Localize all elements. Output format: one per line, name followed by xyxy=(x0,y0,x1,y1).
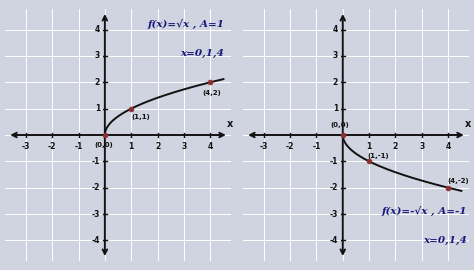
Text: x=0,1,4: x=0,1,4 xyxy=(423,236,467,245)
Text: x=0,1,4: x=0,1,4 xyxy=(181,49,225,58)
Text: x: x xyxy=(465,119,471,129)
Text: 2: 2 xyxy=(333,78,338,87)
Text: (0,0): (0,0) xyxy=(94,142,113,148)
Text: 4: 4 xyxy=(208,142,213,151)
Text: -4: -4 xyxy=(92,236,100,245)
Text: 1: 1 xyxy=(128,142,134,151)
Text: 2: 2 xyxy=(393,142,398,151)
Text: 1: 1 xyxy=(333,104,338,113)
Text: -2: -2 xyxy=(286,142,294,151)
Text: 3: 3 xyxy=(181,142,187,151)
Text: -3: -3 xyxy=(22,142,30,151)
Text: -1: -1 xyxy=(92,157,100,166)
Text: (4,2): (4,2) xyxy=(202,90,221,96)
Text: 3: 3 xyxy=(333,52,338,60)
Text: -3: -3 xyxy=(260,142,268,151)
Text: (1,1): (1,1) xyxy=(131,114,150,120)
Text: 2: 2 xyxy=(95,78,100,87)
Text: 1: 1 xyxy=(95,104,100,113)
Text: 3: 3 xyxy=(419,142,424,151)
Text: -2: -2 xyxy=(48,142,56,151)
Text: 2: 2 xyxy=(155,142,160,151)
Text: (4,-2): (4,-2) xyxy=(447,178,469,184)
Text: -4: -4 xyxy=(330,236,338,245)
Text: 4: 4 xyxy=(95,25,100,34)
Text: 4: 4 xyxy=(333,25,338,34)
Text: 4: 4 xyxy=(446,142,451,151)
Text: -1: -1 xyxy=(330,157,338,166)
Text: -1: -1 xyxy=(312,142,320,151)
Text: 3: 3 xyxy=(95,52,100,60)
Text: 1: 1 xyxy=(366,142,372,151)
Text: -2: -2 xyxy=(330,183,338,192)
Text: (0,0): (0,0) xyxy=(331,122,349,128)
Text: -2: -2 xyxy=(92,183,100,192)
Text: -3: -3 xyxy=(92,210,100,218)
Text: (1,-1): (1,-1) xyxy=(367,153,389,159)
Text: f(x)=-√x , A=-1: f(x)=-√x , A=-1 xyxy=(382,206,467,216)
Text: f(x)=√x , A=1: f(x)=√x , A=1 xyxy=(147,19,225,29)
Text: -3: -3 xyxy=(330,210,338,218)
Text: -1: -1 xyxy=(74,142,82,151)
Text: x: x xyxy=(227,119,233,129)
